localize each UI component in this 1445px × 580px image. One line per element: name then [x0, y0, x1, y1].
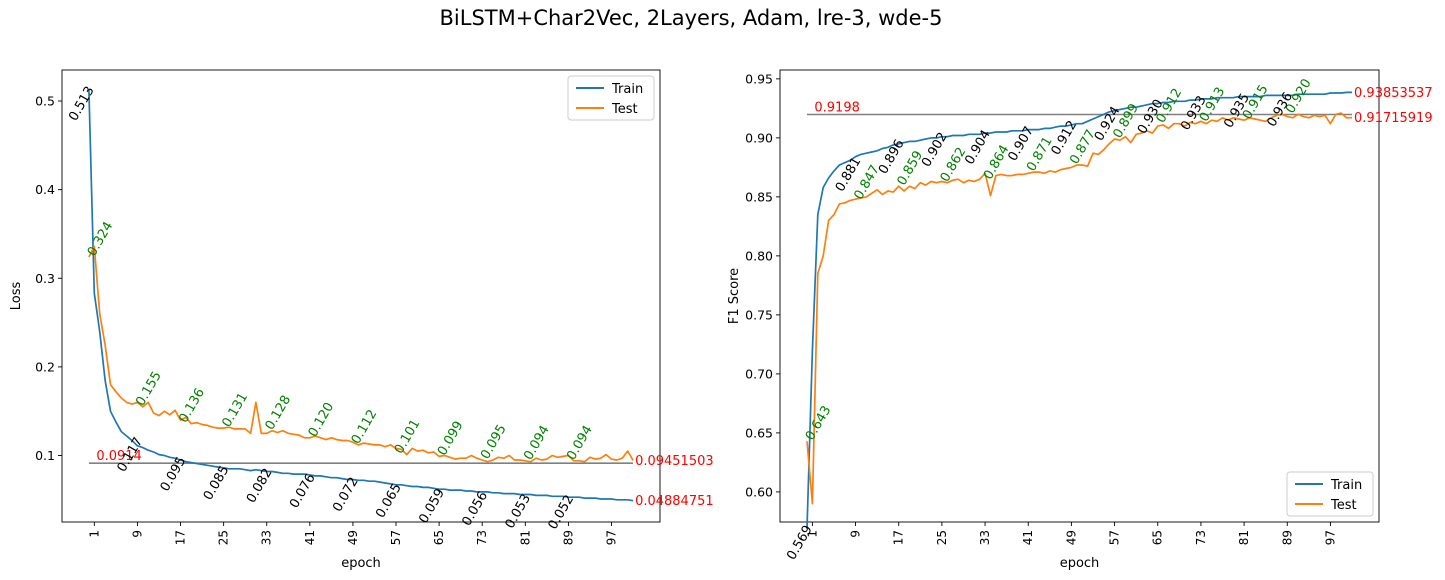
loss-axes-frame: [61, 69, 661, 523]
loss-test-annotation: 0.094: [521, 423, 553, 463]
f1-test-end-label: 0.91715919: [1354, 111, 1433, 126]
f1-y-tick-label: 0.65: [745, 425, 773, 440]
f1-test-line: [806, 112, 1353, 505]
loss-train-annotation: 0.053: [503, 492, 535, 532]
figure-title: BiLSTM+Char2Vec, 2Layers, Adam, lre-3, w…: [439, 6, 943, 30]
loss-train-line: [88, 89, 634, 502]
f1-y-tick-label: 0.60: [745, 484, 773, 499]
f1-x-tick-label: 17: [892, 530, 906, 545]
f1-x-tick-label: 89: [1280, 530, 1294, 545]
loss-train-annotation: 0.085: [201, 463, 233, 503]
f1-x-axis-label: epoch: [1060, 556, 1100, 571]
loss-test-line: [88, 245, 634, 463]
loss-x-tick-label: 41: [303, 530, 317, 545]
f1-y-tick-label: 0.95: [745, 71, 773, 86]
loss-x-tick-label: 89: [561, 530, 575, 545]
f1-x-tick-label: 49: [1064, 530, 1078, 545]
loss-train-annotation: 0.059: [416, 486, 448, 526]
f1-train-line: [806, 91, 1352, 529]
f1-x-tick-label: 57: [1108, 530, 1122, 545]
f1-legend-label-test: Test: [1330, 498, 1357, 513]
f1-y-tick-label: 0.85: [745, 189, 773, 204]
loss-test-annotation: 0.112: [349, 407, 381, 447]
loss-x-tick-label: 33: [260, 530, 274, 545]
loss-test-annotation: 0.095: [478, 422, 510, 462]
loss-test-annotation: 0.136: [176, 386, 208, 426]
loss-x-tick-label: 65: [432, 530, 446, 545]
f1-x-tick-label: 9: [849, 530, 863, 538]
f1-x-tick-label: 81: [1237, 530, 1251, 545]
loss-best-value-label: 0.0914: [96, 449, 142, 464]
loss-x-tick-label: 9: [130, 530, 144, 538]
loss-train-annotation: 0.052: [546, 493, 578, 533]
f1-score-chart: 1 9 17 25 33 41 49 57 65 73 81 89 97 0.60 0.65 0.70 0.75…: [727, 69, 1433, 571]
loss-train-annotation: 0.095: [158, 454, 190, 494]
f1-x-tick-label: 33: [978, 530, 992, 545]
loss-x-tick-label: 97: [605, 530, 619, 545]
loss-y-tick-label: 0.5: [35, 94, 55, 109]
loss-test-annotation: 0.155: [133, 369, 165, 409]
loss-train-annotation: 0.076: [287, 471, 319, 511]
f1-axes-frame: [779, 69, 1380, 523]
f1-x-tick-label: 1: [805, 530, 819, 538]
loss-x-tick-label: 73: [475, 530, 489, 545]
loss-test-annotation: 0.099: [435, 419, 467, 459]
loss-legend-label-test: Test: [611, 102, 638, 117]
loss-test-annotation: 0.128: [263, 393, 295, 433]
f1-x-tick-label: 65: [1151, 530, 1165, 545]
loss-x-tick-label: 49: [346, 530, 360, 545]
f1-x-tick-label: 97: [1323, 530, 1337, 545]
f1-test-annotation: 0.643: [803, 403, 835, 443]
f1-y-tick-label: 0.75: [745, 307, 773, 322]
loss-train-annotation: 0.082: [244, 466, 276, 506]
loss-test-annotation: 0.324: [85, 219, 117, 259]
f1-train-end-label: 0.93853537: [1354, 86, 1433, 101]
loss-x-tick-label: 57: [389, 530, 403, 545]
loss-test-annotation: 0.120: [306, 400, 338, 440]
f1-best-value-label: 0.9198: [814, 100, 860, 115]
loss-train-annotation: 0.072: [330, 475, 362, 515]
loss-y-tick-label: 0.1: [35, 448, 55, 463]
f1-x-tick-label: 25: [935, 530, 949, 545]
loss-train-annotation: 0.065: [373, 481, 405, 521]
f1-y-tick-label: 0.90: [745, 130, 773, 145]
loss-x-tick-label: 17: [174, 530, 188, 545]
loss-y-tick-label: 0.4: [35, 182, 55, 197]
f1-x-tick-label: 41: [1021, 530, 1035, 545]
loss-legend-label-train: Train: [611, 82, 643, 97]
loss-test-end-label: 0.09451503: [635, 454, 714, 469]
f1-y-axis-label: F1 Score: [727, 268, 742, 324]
f1-train-annotation: 0.569: [784, 523, 816, 563]
loss-x-axis-label: epoch: [341, 556, 381, 571]
loss-y-axis-label: Loss: [9, 282, 24, 311]
loss-y-tick-label: 0.2: [35, 359, 55, 374]
loss-chart: 1 9 17 25 33 41 49 57 65 73 81 89 97 0.1 0.2 0.3 0.4 0.5 e…: [9, 69, 714, 571]
loss-x-tick-label: 81: [518, 530, 532, 545]
f1-y-tick-label: 0.70: [745, 366, 773, 381]
f1-y-tick-label: 0.80: [745, 248, 773, 263]
loss-test-annotation: 0.131: [219, 390, 251, 430]
loss-y-tick-label: 0.3: [35, 271, 55, 286]
loss-train-end-label: 0.04884751: [635, 494, 714, 509]
f1-legend-label-train: Train: [1330, 478, 1362, 493]
loss-train-annotation: 0.056: [459, 489, 491, 529]
f1-x-tick-label: 73: [1194, 530, 1208, 545]
loss-x-tick-label: 25: [217, 530, 231, 545]
loss-x-tick-label: 1: [87, 530, 101, 538]
loss-train-annotation: 0.513: [66, 84, 98, 124]
